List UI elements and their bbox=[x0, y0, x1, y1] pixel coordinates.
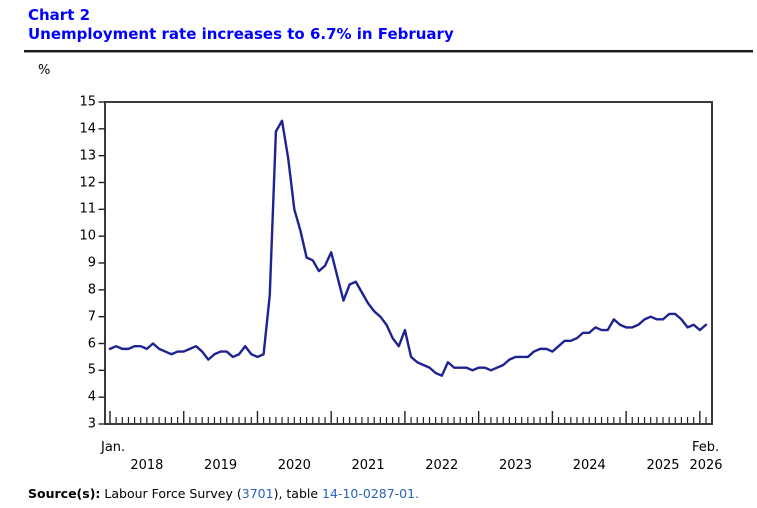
source-suffix: . bbox=[415, 486, 420, 501]
y-tick-label: 15 bbox=[79, 94, 96, 110]
chart-number-label: Chart 2 bbox=[28, 6, 91, 24]
x-axis-ticks bbox=[109, 411, 707, 423]
y-tick-label: 4 bbox=[87, 389, 96, 405]
source-line: Source(s): Labour Force Survey (3701), t… bbox=[28, 486, 419, 501]
y-tick-label: 10 bbox=[79, 228, 96, 244]
y-tick-label: 11 bbox=[79, 201, 96, 217]
x-year-label: 2024 bbox=[572, 458, 606, 473]
x-year-label: 2019 bbox=[204, 458, 238, 473]
x-axis-end-month-label: Feb. bbox=[692, 440, 720, 455]
source-text: Labour Force Survey ( bbox=[100, 486, 242, 501]
source-text-middle: ), table bbox=[273, 486, 323, 501]
title-divider-rule bbox=[24, 50, 753, 53]
plot-frame bbox=[104, 101, 713, 425]
chart-title: Unemployment rate increases to 6.7% in F… bbox=[28, 25, 454, 43]
y-tick-label: 13 bbox=[79, 148, 96, 164]
y-tick-label: 7 bbox=[87, 309, 96, 325]
y-tick-label: 8 bbox=[87, 282, 96, 298]
y-tick-label: 6 bbox=[87, 336, 96, 351]
x-year-label: 2018 bbox=[130, 458, 164, 473]
unemployment-rate-series-line bbox=[108, 119, 708, 377]
x-year-label: 2025 bbox=[646, 458, 680, 473]
y-axis-ticks bbox=[98, 101, 105, 425]
y-axis-unit-label: % bbox=[38, 63, 51, 78]
x-year-label: 2026 bbox=[689, 458, 723, 473]
y-tick-label: 12 bbox=[79, 175, 96, 190]
unemployment-rate-line-chart bbox=[98, 101, 713, 425]
y-tick-label: 5 bbox=[87, 362, 96, 378]
x-year-label: 2022 bbox=[425, 458, 459, 473]
table-number-link[interactable]: 14-10-0287-01 bbox=[322, 486, 416, 501]
y-tick-label: 3 bbox=[87, 416, 96, 432]
x-year-label: 2020 bbox=[277, 458, 311, 473]
survey-number-link[interactable]: 3701 bbox=[241, 486, 274, 501]
x-axis-start-month-label: Jan. bbox=[101, 440, 126, 455]
y-tick-label: 9 bbox=[87, 255, 96, 271]
source-prefix: Source(s): bbox=[28, 486, 101, 501]
x-year-label: 2023 bbox=[498, 458, 533, 473]
y-tick-label: 14 bbox=[79, 121, 96, 137]
x-year-label: 2021 bbox=[351, 458, 385, 473]
